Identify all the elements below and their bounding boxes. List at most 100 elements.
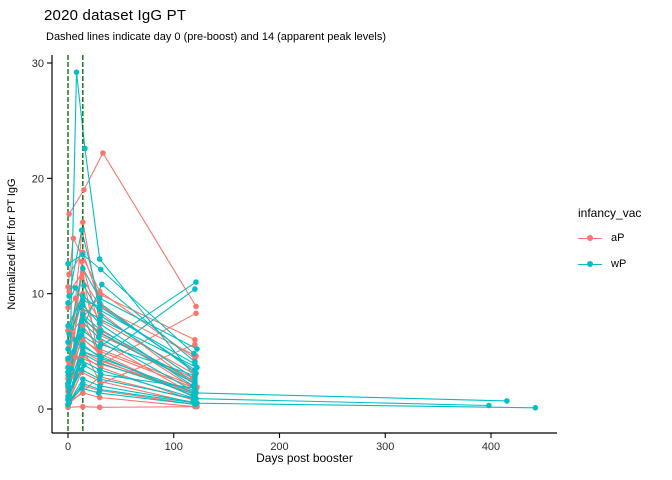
data-point-wP (80, 376, 86, 382)
x-tick-label: 400 (482, 441, 500, 453)
data-point-aP (66, 271, 72, 277)
series-line-aP (68, 371, 196, 404)
data-point-wP (65, 260, 71, 267)
data-point-wP (191, 350, 197, 357)
series-line-wP (68, 387, 195, 405)
data-point-aP (66, 211, 72, 217)
data-point-wP (95, 334, 102, 341)
data-point-wP (532, 405, 539, 411)
data-point-wP (80, 251, 86, 258)
legend-label-wP: wP (611, 258, 627, 270)
data-point-wP (82, 145, 88, 152)
data-point-aP (96, 394, 103, 401)
data-point-wP (66, 399, 72, 405)
data-point-wP (66, 331, 72, 337)
data-point-wP (98, 371, 104, 378)
data-point-wP (96, 303, 103, 310)
data-point-wP (80, 297, 86, 304)
data-point-aP (80, 337, 86, 343)
data-point-wP (504, 398, 510, 404)
data-point-aP (192, 337, 198, 343)
data-point-aP (100, 150, 106, 156)
y-tick-label: 20 (32, 173, 44, 185)
data-point-wP (66, 373, 72, 380)
data-point-aP (96, 404, 103, 411)
series-line-aP (68, 151, 197, 307)
data-point-aP (72, 354, 79, 360)
data-point-wP (191, 395, 197, 402)
data-point-wP (96, 367, 103, 373)
data-point-wP (193, 390, 199, 396)
x-tick-label: 200 (270, 441, 288, 453)
data-point-wP (81, 362, 87, 369)
data-point-wP (193, 279, 199, 285)
chart-subtitle: Dashed lines indicate day 0 (pre-boost) … (46, 31, 386, 43)
data-point-wP (78, 332, 85, 339)
data-point-wP (194, 346, 200, 352)
legend-label-aP: aP (611, 232, 625, 244)
data-point-wP (192, 380, 198, 387)
data-point-wP (96, 320, 103, 327)
y-tick-label: 10 (32, 289, 44, 301)
data-point-wP (192, 286, 198, 292)
data-point-wP (65, 383, 71, 389)
data-point-wP (96, 295, 103, 302)
chart-title: 2020 dataset IgG PT (44, 7, 187, 24)
data-point-wP (80, 348, 86, 355)
legend-title: infancy_vac (578, 206, 642, 220)
data-point-wP (96, 343, 103, 350)
series-line-wP (68, 352, 194, 398)
data-point-wP (81, 282, 87, 289)
data-point-wP (77, 304, 84, 311)
legend-item-wP: wP (578, 258, 641, 270)
data-point-wP (96, 316, 103, 322)
data-point-wP (68, 365, 74, 372)
data-point-wP (192, 372, 198, 379)
data-point-wP (66, 378, 72, 385)
series-line-wP (67, 281, 197, 373)
y-axis-title: Normalized MFI for PT IgG (6, 178, 18, 310)
data-point-aP (65, 304, 71, 311)
data-point-wP (96, 386, 103, 393)
data-point-wP (78, 367, 85, 373)
data-point-aP (81, 187, 87, 193)
x-tick-label: 0 (65, 441, 71, 453)
series-line-aP (68, 271, 196, 392)
data-point-aP (193, 310, 199, 317)
y-tick-label: 0 (38, 404, 44, 416)
data-point-wP (192, 367, 198, 373)
data-point-aP (193, 303, 199, 310)
data-point-wP (65, 393, 71, 400)
legend-key-dot (587, 235, 593, 241)
data-point-wP (65, 323, 71, 329)
data-point-aP (80, 403, 86, 410)
data-point-wP (65, 346, 71, 352)
data-point-wP (192, 361, 198, 367)
data-point-aP (66, 288, 72, 295)
x-tick-label: 100 (165, 441, 183, 453)
x-axis-title: Days post booster (256, 451, 353, 465)
data-point-wP (72, 285, 79, 291)
data-point-aP (65, 284, 71, 290)
data-point-wP (192, 385, 198, 392)
data-point-wP (65, 355, 71, 362)
data-point-aP (96, 348, 103, 355)
data-point-aP (80, 270, 86, 276)
data-point-wP (96, 330, 103, 336)
data-point-wP (80, 265, 86, 272)
data-point-wP (96, 376, 103, 382)
data-point-wP (80, 380, 86, 387)
y-tick-label: 30 (32, 58, 44, 70)
series-line-wP (68, 364, 195, 391)
data-point-wP (73, 69, 80, 75)
data-point-aP (192, 341, 198, 348)
data-point-wP (78, 385, 85, 392)
legend-key-dot (587, 261, 593, 267)
data-point-aP (78, 258, 85, 265)
data-point-wP (80, 341, 86, 348)
series-line-aP (67, 312, 197, 388)
data-point-wP (78, 227, 85, 233)
data-point-wP (194, 400, 200, 407)
